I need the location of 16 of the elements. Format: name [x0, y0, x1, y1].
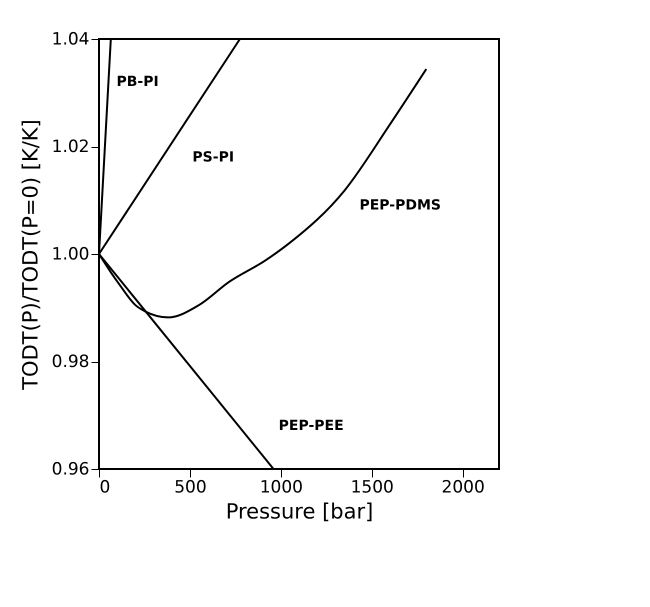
x-tick-label: 0 — [100, 478, 110, 498]
y-tick-label: 1.02 — [52, 137, 90, 157]
x-tick-label: 1500 — [350, 478, 394, 498]
y-tick-label: 0.96 — [52, 460, 90, 480]
y-tick-label: 1.00 — [52, 244, 90, 264]
series-label: PS-PI — [192, 149, 234, 166]
series-label: PEP-PDMS — [359, 198, 441, 214]
series-label: PB-PI — [116, 74, 159, 90]
y-tick-label: 1.04 — [52, 30, 90, 50]
y-tick-label: 0.98 — [52, 352, 90, 372]
x-axis-title: Pressure [bar] — [226, 500, 374, 524]
x-tick-label: 500 — [174, 478, 207, 498]
x-tick-label: 1000 — [260, 478, 303, 498]
x-tick-label: 2000 — [442, 478, 485, 498]
series-label: PEP-PEE — [278, 418, 344, 434]
y-axis-title: TODT(P)/TODT(P=0) [K/K] — [18, 119, 43, 391]
